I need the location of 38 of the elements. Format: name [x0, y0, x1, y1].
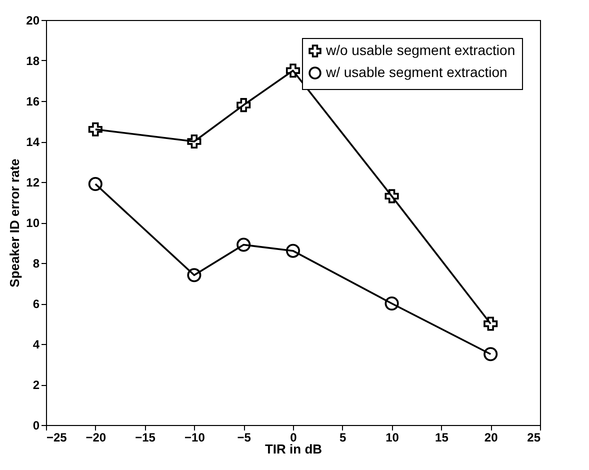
point: [187, 268, 202, 282]
point: [484, 316, 498, 331]
y-tick-label: 12: [26, 176, 40, 190]
y-tick-label: 6: [32, 297, 40, 311]
point: [384, 296, 399, 311]
x-tick-label: −15: [135, 430, 156, 444]
point: [286, 244, 300, 258]
y-tick-label: 20: [26, 14, 40, 28]
x-tick-label: 0: [290, 430, 298, 444]
y-tick-label: 10: [26, 216, 40, 230]
x-tick-label: −5: [237, 430, 252, 444]
y-tick-label: 2: [32, 378, 40, 392]
point: [88, 122, 102, 136]
x-tick-label: −20: [86, 430, 106, 444]
y-axis-title: Speaker ID error rate: [7, 158, 22, 288]
x-tick-label: 25: [527, 430, 541, 444]
point: [286, 64, 300, 78]
legend-label: w/o usable segment extraction: [325, 42, 516, 58]
point: [187, 134, 202, 149]
x-tick-label: 15: [435, 430, 449, 444]
x-axis-title: TIR in dB: [264, 442, 322, 456]
point: [236, 238, 251, 252]
x-tick-label: 5: [340, 430, 347, 444]
point: [384, 189, 399, 204]
x-tick-label: 20: [484, 430, 498, 444]
y-tick-label: 8: [32, 256, 40, 270]
legend-label: w/ usable segment extraction: [325, 64, 508, 80]
y-tick-label: 16: [26, 94, 40, 108]
point: [236, 98, 251, 112]
x-tick-label: −25: [46, 430, 68, 444]
y-tick-label: 0: [32, 418, 40, 432]
x-tick-label: −10: [184, 430, 206, 444]
y-tick-label: 4: [32, 338, 40, 352]
point: [88, 177, 102, 192]
y-tick-label: 18: [26, 54, 40, 68]
y-tick-label: 14: [26, 135, 40, 149]
point: [484, 347, 498, 362]
x-tick-label: 10: [386, 430, 400, 444]
